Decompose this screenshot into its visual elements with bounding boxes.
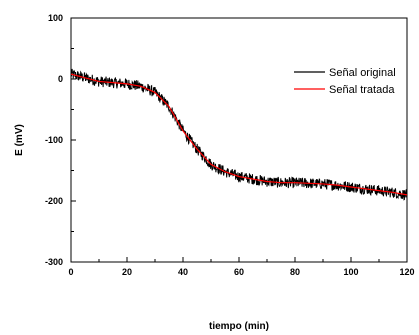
y-tick-label: 0 xyxy=(58,74,63,84)
x-tick-label: 120 xyxy=(399,267,414,277)
x-tick-label: 60 xyxy=(234,267,244,277)
legend-label-original: Señal original xyxy=(329,67,396,79)
x-tick-label: 20 xyxy=(122,267,132,277)
y-tick-label: -200 xyxy=(45,196,63,206)
series-layer xyxy=(70,68,408,201)
y-tick-label: 100 xyxy=(48,13,63,23)
legend: Señal original Señal tratada xyxy=(294,67,396,96)
x-tick-label: 80 xyxy=(290,267,300,277)
x-tick-label: 40 xyxy=(178,267,188,277)
series-line-tratada xyxy=(70,73,408,196)
series-senal-tratada xyxy=(70,73,408,196)
x-tick-label: 0 xyxy=(68,267,73,277)
series-line-original xyxy=(70,68,408,201)
ticks: 0 20 40 60 80 100 120 -300 -200 -100 0 100 xyxy=(45,13,415,277)
x-axis-label: tiempo (min) xyxy=(209,321,269,332)
series-senal-original xyxy=(70,68,408,201)
axes xyxy=(70,17,408,263)
x-tick-label: 100 xyxy=(343,267,358,277)
y-tick-label: -300 xyxy=(45,257,63,267)
y-tick-label: -100 xyxy=(45,135,63,145)
legend-label-tratada: Señal tratada xyxy=(329,84,395,96)
plot-frame xyxy=(70,17,408,263)
y-axis-label: E (mV) xyxy=(14,124,25,156)
